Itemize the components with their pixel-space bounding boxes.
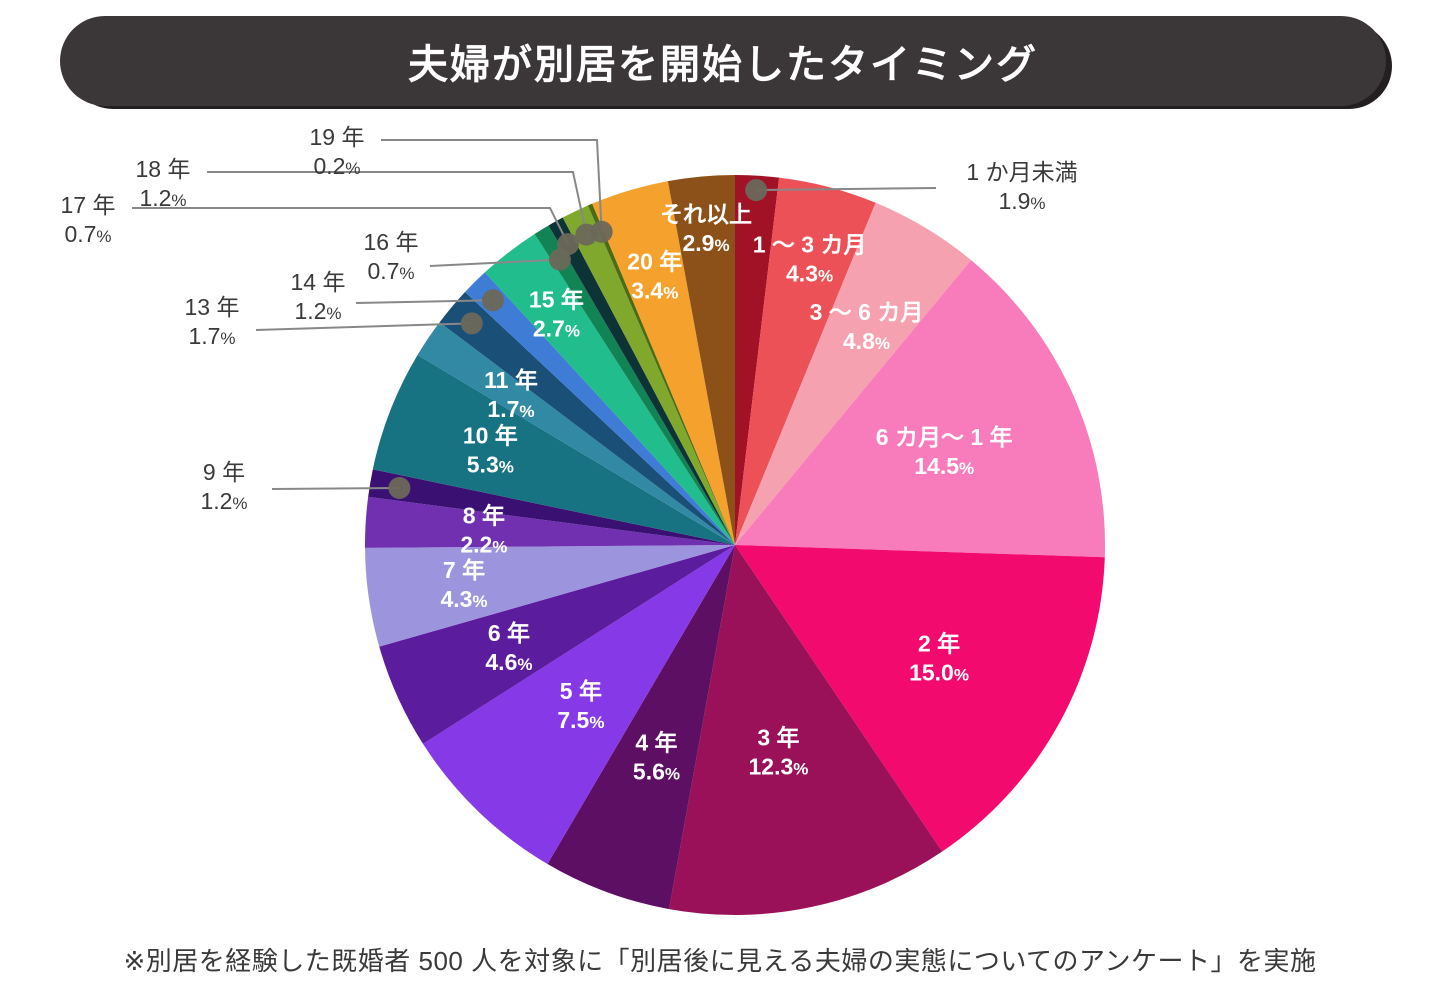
pie-slice-years-7 [365, 545, 735, 647]
pie-slice-under-1-month [735, 175, 780, 545]
pie-slice-years-16 [534, 225, 735, 545]
page-title: 夫婦が別居を開始したタイミング [408, 43, 1038, 87]
pie-slice-years-13 [439, 291, 735, 545]
pie-slice-years-4 [547, 545, 735, 910]
leader-lines [132, 139, 937, 490]
slice-label-years-14: 14 年 1.2% [291, 269, 346, 324]
pie-slice-years-3 [669, 545, 943, 915]
slice-label-years-13: 13 年 1.7% [185, 294, 240, 349]
leader-line-years-9 [271, 487, 400, 490]
leader-dot-years-19 [590, 220, 613, 243]
slice-label-years-20: 20 年 3.4% [627, 248, 682, 303]
slice-label-years-6: 6 年 4.6% [485, 620, 532, 675]
pie-slice-years-14 [465, 272, 735, 545]
slice-label-years-8: 8 年 2.2% [460, 503, 507, 558]
leader-line-years-17 [132, 207, 569, 245]
leader-dot-years-9 [388, 477, 411, 499]
slice-label-years-5: 5 年 7.5% [557, 678, 604, 733]
leader-dot-years-13 [460, 312, 483, 335]
survey-note: ※別居を経験した既婚者 500 人を対象に「別居後に見える夫婦の実態についてのア… [123, 946, 1317, 976]
slice-label-years-7: 7 年 4.3% [440, 557, 487, 612]
pie-slice-years-20 [592, 181, 735, 545]
leader-line-years-13 [255, 322, 472, 331]
pie-slice-years-17 [548, 217, 735, 546]
pie-slice-years-15 [484, 233, 735, 545]
slice-label-years-4: 4 年 5.6% [633, 730, 680, 785]
slice-label-years-19: 19 年 0.2% [310, 124, 365, 179]
slice-label-years-10: 10 年 5.3% [463, 422, 518, 477]
title-banner: 夫婦が別居を開始したタイミング [60, 16, 1386, 106]
pie-slice-years-18 [562, 205, 735, 546]
pie-slice-years-10 [372, 354, 735, 545]
pie-slice-months-1-3 [735, 177, 876, 545]
pie-slice-years-5 [423, 545, 735, 864]
slice-label-years-17: 17 年 0.7% [61, 192, 116, 247]
slice-label-under-1-month: 1 か月未満 1.9% [966, 159, 1077, 214]
slice-label-years-9: 9 年 1.2% [200, 459, 247, 514]
slice-label-years-2: 2 年 15.0% [909, 631, 969, 686]
leader-line-under-1-month [756, 187, 937, 192]
leader-line-years-14 [355, 299, 494, 304]
pie-slice-years-6 [379, 545, 735, 744]
pie-slice-years-19 [587, 203, 735, 546]
leader-line-years-16 [429, 258, 560, 267]
slice-label-years-3: 3 年 12.3% [749, 724, 809, 779]
slice-label-months-6-to-1-year: 6 カ月～ 1 年 14.5% [876, 424, 1013, 479]
leader-dot-years-14 [482, 289, 504, 312]
pie-slices [364, 175, 1106, 915]
slice-label-months-1-3: 1 ～ 3 カ月 4.3% [753, 232, 867, 287]
pie-slice-months-3-6 [735, 202, 972, 545]
slice-label-more-than-that: それ以上 2.9% [660, 201, 752, 256]
leader-dot-under-1-month [745, 179, 768, 202]
pie-slice-years-11 [417, 322, 735, 545]
slice-label-years-18: 18 年 1.2% [136, 156, 191, 211]
pie-slice-more-than-that [667, 175, 735, 545]
pie-slice-years-9 [368, 469, 735, 545]
slice-labels: 1 か月未満 1.9% 1 ～ 3 カ月 4.3% 3 ～ 6 カ月 4.8% 6 カ月～ … [61, 124, 1078, 785]
leader-line-years-19 [381, 139, 603, 232]
pie-slice-months-6-to-1-year [735, 260, 1106, 558]
slice-label-years-16: 16 年 0.7% [364, 229, 419, 284]
leader-line-years-18 [207, 171, 588, 235]
pie-slice-years-8 [364, 496, 735, 548]
slice-label-years-11: 11 年 1.7% [484, 367, 538, 422]
slice-label-months-3-6: 3 ～ 6 カ月 4.8% [810, 299, 924, 354]
leader-dots [388, 179, 768, 499]
leader-dot-years-17 [557, 233, 580, 256]
slice-label-years-15: 15 年 2.7% [529, 287, 584, 342]
pie-slice-years-2 [735, 545, 1105, 852]
